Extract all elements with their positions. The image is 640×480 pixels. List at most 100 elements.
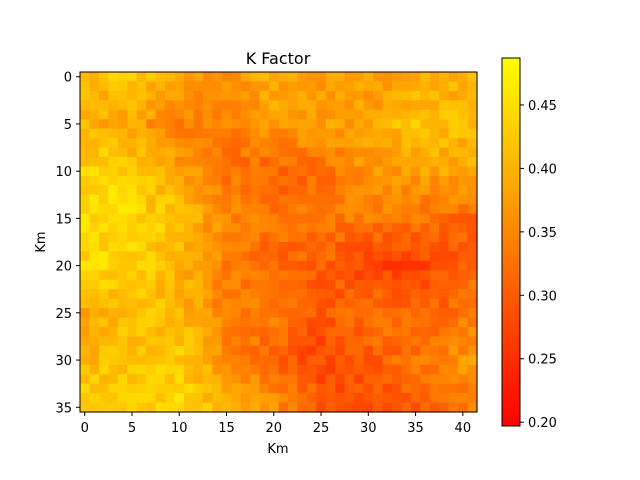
heatmap-cell: [231, 128, 242, 139]
heatmap-cell: [89, 308, 100, 319]
heatmap-cell: [240, 336, 251, 347]
heatmap-cell: [193, 327, 204, 338]
heatmap-cell: [221, 119, 232, 130]
heatmap-cell: [458, 270, 469, 281]
heatmap-cell: [98, 81, 109, 92]
heatmap-cell: [146, 402, 157, 413]
heatmap-cell: [89, 383, 100, 394]
heatmap-cell: [174, 251, 185, 262]
heatmap-cell: [240, 393, 251, 404]
heatmap-cell: [429, 147, 440, 158]
heatmap-cell: [117, 402, 128, 413]
heatmap-cell: [306, 279, 317, 290]
heatmap-cell: [448, 355, 459, 366]
heatmap-cell: [363, 251, 374, 262]
heatmap-cell: [325, 100, 336, 111]
heatmap-cell: [420, 72, 431, 83]
heatmap-cell: [108, 345, 119, 356]
heatmap-cell: [401, 260, 412, 271]
heatmap-cell: [146, 298, 157, 309]
heatmap-cell: [382, 345, 393, 356]
heatmap-cell: [108, 260, 119, 271]
heatmap-cell: [420, 90, 431, 101]
heatmap-cell: [259, 374, 270, 385]
x-tick-label: 40: [455, 421, 472, 436]
heatmap-cell: [136, 213, 147, 224]
heatmap-cell: [335, 393, 346, 404]
heatmap-cell: [458, 374, 469, 385]
heatmap-cell: [439, 383, 450, 394]
heatmap-cell: [363, 90, 374, 101]
heatmap-cell: [335, 383, 346, 394]
heatmap-cell: [127, 100, 138, 111]
y-tick-label: 20: [55, 260, 72, 275]
heatmap-cell: [250, 298, 261, 309]
heatmap-cell: [297, 393, 308, 404]
heatmap-cell: [467, 260, 478, 271]
heatmap-cell: [269, 279, 280, 290]
heatmap-cell: [306, 175, 317, 186]
heatmap-cell: [250, 128, 261, 139]
heatmap-cell: [108, 204, 119, 215]
heatmap-cell: [212, 374, 223, 385]
heatmap-cell: [231, 251, 242, 262]
heatmap-cell: [231, 100, 242, 111]
heatmap-cell: [80, 260, 91, 271]
heatmap-cell: [344, 128, 355, 139]
heatmap-cell: [174, 308, 185, 319]
heatmap-cell: [250, 355, 261, 366]
heatmap-cell: [410, 185, 421, 196]
heatmap-cell: [193, 402, 204, 413]
heatmap-cell: [410, 393, 421, 404]
heatmap-cell: [193, 251, 204, 262]
y-tick-label: 30: [55, 354, 72, 369]
heatmap-cell: [155, 317, 166, 328]
heatmap-cell: [448, 383, 459, 394]
heatmap-cell: [221, 364, 232, 375]
heatmap-cell: [193, 157, 204, 168]
heatmap-cell: [231, 232, 242, 243]
heatmap-cell: [221, 232, 232, 243]
heatmap-cell: [467, 185, 478, 196]
heatmap-cell: [98, 251, 109, 262]
heatmap-cell: [108, 157, 119, 168]
heatmap-cell: [212, 157, 223, 168]
heatmap-cell: [344, 166, 355, 177]
heatmap-cell: [467, 317, 478, 328]
heatmap-cell: [297, 279, 308, 290]
heatmap-cell: [174, 345, 185, 356]
heatmap-cell: [278, 270, 289, 281]
heatmap-cell: [80, 119, 91, 130]
heatmap-cell: [183, 327, 195, 338]
heatmap-cell: [429, 157, 440, 168]
heatmap-cell: [373, 213, 384, 224]
heatmap-cell: [382, 308, 393, 319]
heatmap-cell: [146, 317, 157, 328]
heatmap-cell: [429, 223, 440, 234]
heatmap-cell: [155, 81, 166, 92]
heatmap-cell: [363, 402, 374, 413]
heatmap-cell: [146, 119, 157, 130]
heatmap-cell: [325, 327, 336, 338]
heatmap-cell: [278, 223, 289, 234]
heatmap-cell: [165, 128, 176, 139]
heatmap-cell: [98, 364, 109, 375]
heatmap-cell: [127, 270, 138, 281]
heatmap-cell: [98, 402, 109, 413]
heatmap-cell: [382, 298, 393, 309]
heatmap-cell: [146, 166, 157, 177]
heatmap-cell: [316, 251, 327, 262]
heatmap-cell: [429, 308, 440, 319]
heatmap-cell: [439, 213, 450, 224]
heatmap-cell: [278, 90, 289, 101]
heatmap-cell: [439, 90, 450, 101]
heatmap-cell: [240, 100, 251, 111]
heatmap-cell: [287, 147, 298, 158]
heatmap-cell: [420, 109, 431, 120]
heatmap-cell: [278, 279, 289, 290]
heatmap-cell: [221, 374, 232, 385]
heatmap-cell: [174, 260, 185, 271]
heatmap-cell: [240, 213, 251, 224]
heatmap-cell: [80, 223, 91, 234]
heatmap-cell: [155, 279, 166, 290]
